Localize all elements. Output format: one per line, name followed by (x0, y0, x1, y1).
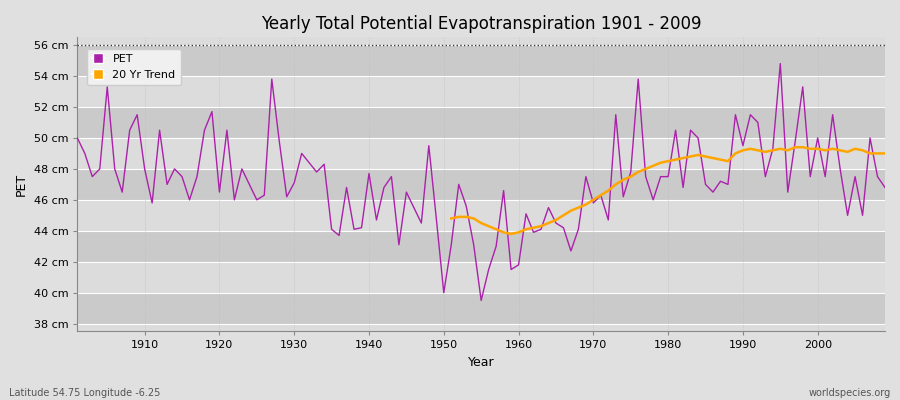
Bar (77, 231, 885, 262)
Legend: PET, 20 Yr Trend: PET, 20 Yr Trend (87, 49, 181, 86)
Bar (77, 293, 885, 324)
Bar (77, 169, 885, 200)
Bar (77, 107, 885, 138)
Text: Latitude 54.75 Longitude -6.25: Latitude 54.75 Longitude -6.25 (9, 388, 160, 398)
Title: Yearly Total Potential Evapotranspiration 1901 - 2009: Yearly Total Potential Evapotranspiratio… (261, 15, 701, 33)
Y-axis label: PET: PET (15, 173, 28, 196)
Bar (77, 45, 885, 76)
X-axis label: Year: Year (468, 356, 494, 369)
Text: worldspecies.org: worldspecies.org (809, 388, 891, 398)
